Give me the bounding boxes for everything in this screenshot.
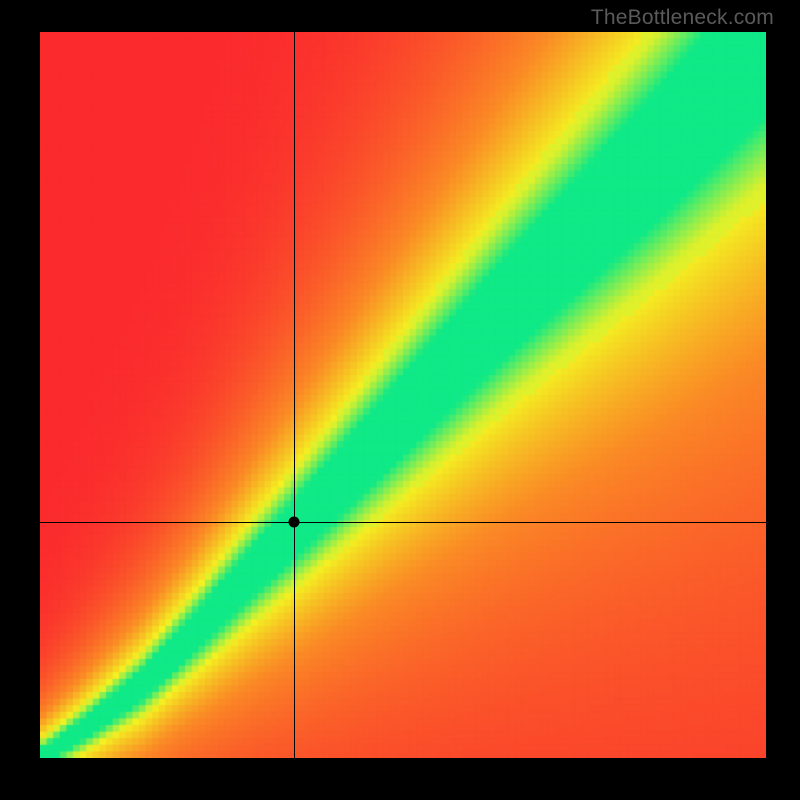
bottleneck-heatmap (40, 32, 766, 758)
crosshair-vertical (294, 32, 295, 758)
crosshair-marker-dot (289, 517, 300, 528)
chart-container: { "watermark": "TheBottleneck.com", "plo… (0, 0, 800, 800)
watermark-text: TheBottleneck.com (591, 6, 774, 30)
crosshair-horizontal (40, 522, 766, 523)
